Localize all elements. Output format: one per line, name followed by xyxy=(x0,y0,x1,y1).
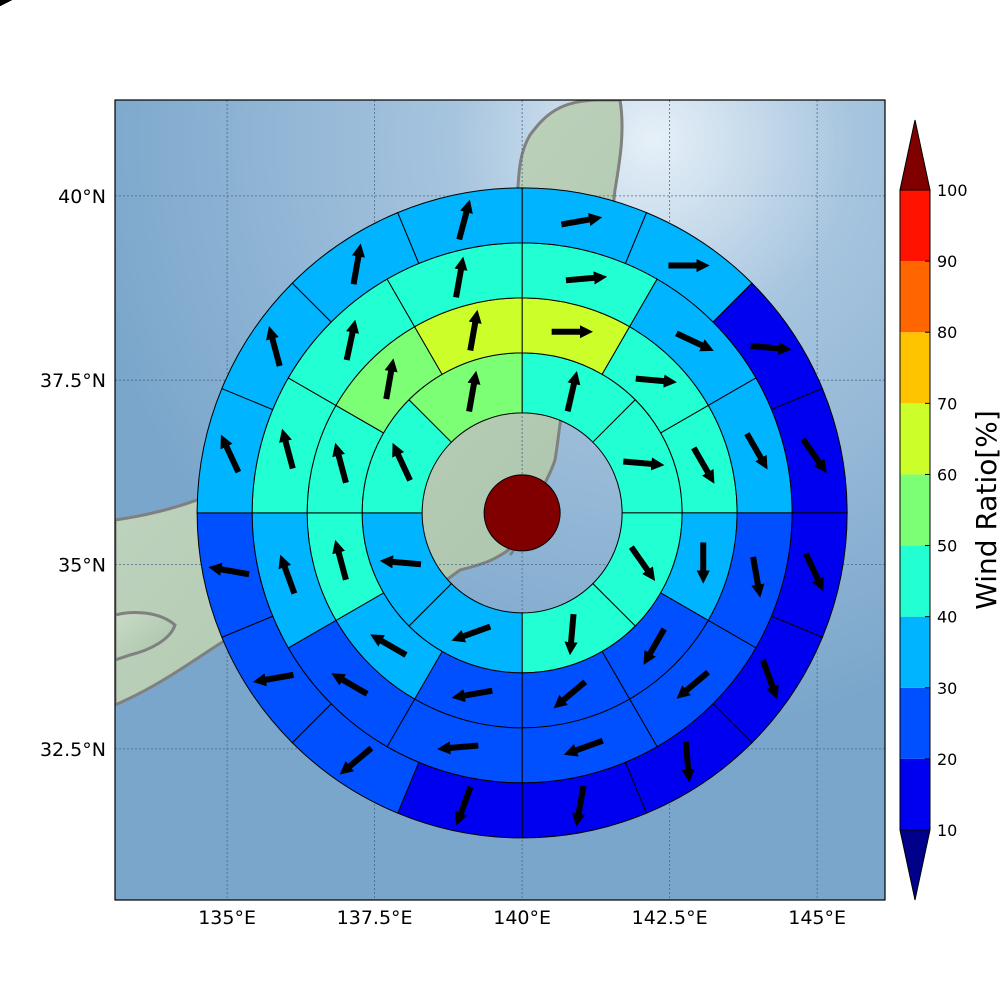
x-tick-label: 142.5°E xyxy=(632,907,708,929)
wind-arrow xyxy=(760,659,779,700)
wind-arrow xyxy=(331,673,369,697)
wind-arrow xyxy=(564,613,578,656)
wind-arrow xyxy=(681,741,695,783)
y-tick-label: 37.5°N xyxy=(40,370,106,392)
wind-arrow xyxy=(451,687,493,703)
wind-arrow xyxy=(572,785,587,827)
colorbar-tick-label: 90 xyxy=(937,252,957,271)
colorbar-tick-label: 50 xyxy=(937,537,957,556)
wind-arrow xyxy=(643,627,667,665)
x-tick-label: 135°E xyxy=(198,907,256,929)
wind-arrow xyxy=(553,679,588,709)
y-axis-ticks: 32.5°N 35°N 37.5°N 40°N xyxy=(40,186,106,761)
wind-arrow xyxy=(560,213,603,228)
y-tick-label: 35°N xyxy=(58,555,106,577)
colorbar-extend-max xyxy=(899,119,931,191)
x-tick-label: 137.5°E xyxy=(337,907,413,929)
colorbar: 10 20 30 40 50 60 70 80 90 100 xyxy=(899,119,968,901)
wind-arrow xyxy=(383,358,398,400)
wind-arrow xyxy=(208,562,250,578)
colorbar-bin xyxy=(900,332,930,404)
wind-arrow xyxy=(379,555,422,569)
wind-arrow xyxy=(675,330,714,352)
x-tick-label: 140°E xyxy=(493,907,551,929)
colorbar-tick-label: 40 xyxy=(937,608,957,627)
wind-ratio-sectors xyxy=(197,188,848,839)
wind-arrow xyxy=(800,437,827,474)
colorbar-bin xyxy=(900,758,930,830)
wind-arrow xyxy=(451,623,492,643)
wind-arrow xyxy=(628,545,656,581)
colorbar-bin xyxy=(900,545,930,617)
wind-arrow xyxy=(278,554,298,595)
x-tick-label: 145°E xyxy=(788,907,846,929)
wind-arrow xyxy=(750,556,765,598)
colorbar-bin xyxy=(900,474,930,546)
wind-arrow xyxy=(454,785,474,826)
colorbar-extend-min xyxy=(899,829,931,901)
island-shikoku xyxy=(115,610,177,662)
wind-arrow xyxy=(392,442,413,482)
wind-arrow xyxy=(453,256,468,298)
wind-arrow xyxy=(456,199,473,241)
wind-arrow xyxy=(676,669,711,699)
y-tick-label: 40°N xyxy=(58,186,106,208)
wind-arrow xyxy=(565,271,608,285)
map-frame xyxy=(114,99,886,901)
colorbar-label: Wind Ratio[%] xyxy=(970,410,1000,610)
colorbar-tick-label: 80 xyxy=(937,323,957,342)
center-cell xyxy=(483,474,561,552)
colorbar-tick-label: 20 xyxy=(937,750,957,769)
wind-arrow xyxy=(279,428,296,470)
colorbar-bin xyxy=(900,616,930,688)
y-tick-label: 32.5°N xyxy=(40,739,106,761)
colorbar-bin xyxy=(900,403,930,475)
wind-arrow xyxy=(332,442,349,484)
wind-arrow xyxy=(564,371,581,412)
colorbar-tick-label: 70 xyxy=(937,394,957,413)
wind-arrow xyxy=(744,432,768,470)
wind-direction-arrows xyxy=(208,199,827,827)
x-axis-ticks: 135°E 137.5°E 140°E 142.5°E 145°E xyxy=(198,907,846,929)
colorbar-tick-label: 30 xyxy=(937,679,957,698)
colorbar-bin xyxy=(900,190,930,262)
wind-arrow xyxy=(563,737,604,757)
wind-arrow xyxy=(691,446,715,484)
wind-arrow xyxy=(466,370,481,413)
wind-arrow xyxy=(370,634,408,658)
wind-arrow xyxy=(803,552,824,592)
colorbar-bin xyxy=(900,261,930,333)
wind-arrow xyxy=(750,341,792,355)
wind-arrow xyxy=(467,309,482,352)
wind-arrow xyxy=(350,243,365,285)
wind-arrow xyxy=(343,319,360,361)
wind-arrow xyxy=(266,326,283,367)
wind-arrow xyxy=(339,745,374,775)
wind-arrow xyxy=(635,374,677,388)
wind-arrow xyxy=(623,457,665,471)
wind-arrow xyxy=(437,741,479,755)
colorbar-tick-label: 100 xyxy=(937,181,968,200)
wind-arrow xyxy=(252,671,294,687)
colorbar-frame xyxy=(899,189,931,831)
wind-arrow xyxy=(332,539,349,581)
wind-arrow xyxy=(220,434,242,474)
map-panel xyxy=(0,0,886,901)
colorbar-bin xyxy=(900,687,930,759)
colorbar-tick-label: 10 xyxy=(937,821,957,840)
colorbar-tick-label: 60 xyxy=(937,465,957,484)
